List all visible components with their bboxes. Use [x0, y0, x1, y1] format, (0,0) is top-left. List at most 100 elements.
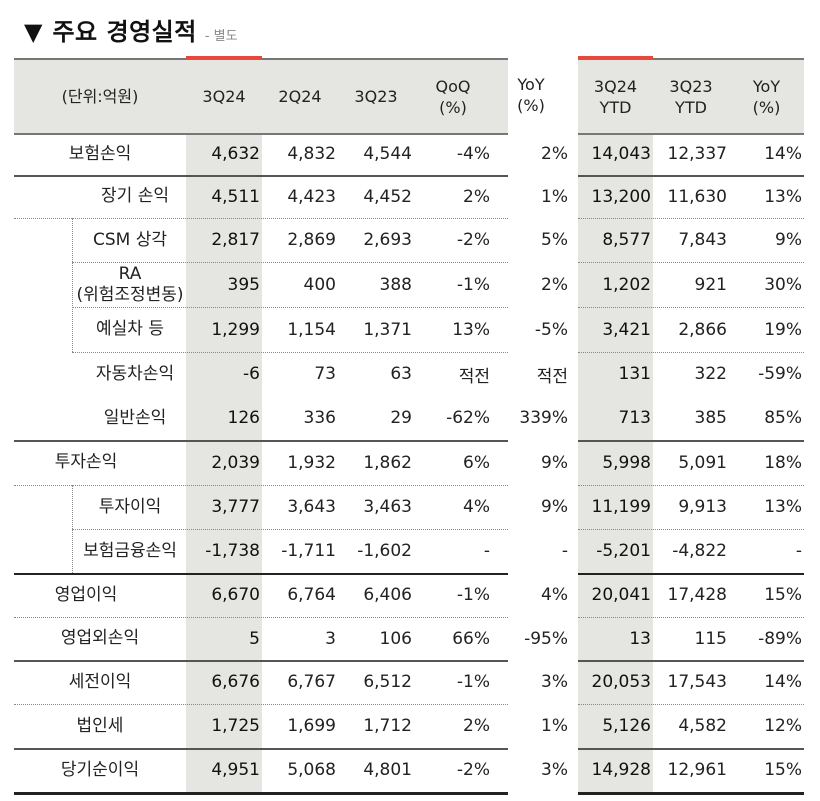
value-cell: 85% [764, 408, 802, 428]
row-label: 영업외손익 [60, 628, 140, 648]
table-row [578, 660, 804, 705]
value-cell: 9,913 [678, 497, 727, 517]
table-row [578, 617, 804, 662]
value-cell: 3% [541, 672, 568, 692]
table-row [72, 218, 508, 263]
table-row [72, 307, 508, 353]
value-3q24-ytd: 13 [629, 628, 651, 649]
value-cell: 12,337 [667, 144, 727, 164]
table-row [578, 748, 804, 795]
value-cell: 17,543 [667, 672, 727, 692]
value-cell: 4,423 [287, 186, 336, 207]
value-cell: 4,582 [678, 716, 727, 736]
value-cell: 19% [764, 319, 802, 340]
accent-bar [186, 56, 262, 59]
value-3q24-ytd: 1,202 [602, 274, 651, 295]
value-cell: -1,711 [281, 541, 336, 561]
value-3q24: 4,632 [211, 144, 260, 164]
value-cell: 13% [764, 497, 802, 517]
table-row [14, 133, 508, 177]
value-cell: 7,843 [678, 230, 727, 250]
value-cell: 339% [519, 408, 568, 428]
value-cell: -4,822 [672, 541, 727, 561]
value-cell: 6,512 [363, 672, 412, 692]
value-cell: 921 [694, 274, 727, 295]
value-cell: - [483, 541, 490, 561]
value-cell: 9% [775, 230, 802, 250]
value-3q24: 2,039 [211, 452, 260, 473]
value-3q24: 4,511 [211, 186, 260, 207]
value-cell: 1,699 [287, 716, 336, 736]
row-label: CSM 상각 [92, 229, 167, 250]
value-3q24: -6 [243, 364, 260, 384]
value-3q24-ytd: 13,200 [591, 186, 651, 207]
value-3q24: 4,951 [211, 760, 260, 780]
value-cell: 13% [452, 319, 490, 340]
value-cell: 115 [694, 628, 727, 649]
col-header: YoY (%) [752, 76, 781, 117]
value-cell: -1,602 [357, 541, 412, 561]
value-cell: 18% [764, 452, 802, 473]
row-label: 영업이익 [54, 584, 118, 605]
table-row [14, 704, 508, 750]
table-row [578, 529, 804, 575]
accent-bar [578, 56, 653, 59]
table-row [578, 485, 804, 530]
value-3q24: 5 [249, 628, 260, 649]
value-cell: 1% [541, 186, 568, 207]
value-cell: 6% [463, 452, 490, 473]
highlight-column-3q24 [186, 58, 262, 795]
highlight-column-3q24-ytd [578, 58, 653, 795]
value-3q24-ytd: 5,998 [602, 452, 651, 473]
table-row [578, 396, 804, 442]
value-cell: 66% [452, 628, 490, 649]
value-cell: 400 [303, 274, 336, 295]
value-cell: 9% [541, 497, 568, 517]
value-cell: 1% [541, 716, 568, 736]
table-row [72, 262, 508, 308]
unit-label: (단위:억원) [61, 87, 139, 106]
value-cell: 3,643 [287, 497, 336, 517]
value-cell: 14% [764, 144, 802, 164]
row-label: 당기순이익 [60, 759, 140, 780]
value-3q24-ytd: -5,201 [596, 541, 651, 561]
row-label: 보험손익 [68, 143, 132, 164]
table-row [14, 175, 508, 219]
value-cell: 2% [541, 274, 568, 295]
value-cell: 적전 [536, 366, 568, 387]
col-header: 3Q23 YTD [669, 76, 713, 117]
page-title: 주요 경영실적 [52, 18, 197, 46]
value-3q24: 2,817 [211, 230, 260, 250]
value-cell: 106 [379, 628, 412, 649]
row-label: RA (위험조정변동) [76, 263, 184, 305]
value-3q24-ytd: 8,577 [602, 230, 651, 250]
value-cell: - [561, 541, 568, 561]
value-cell: 4,452 [363, 186, 412, 207]
table-row [578, 175, 804, 219]
value-cell: 2% [463, 716, 490, 736]
row-label: 자동차손익 [95, 363, 175, 384]
group-bracket [72, 218, 73, 352]
value-3q24-ytd: 20,053 [591, 672, 651, 692]
col-header: QoQ (%) [435, 76, 471, 117]
value-cell: 9% [541, 452, 568, 473]
value-cell: 13% [764, 186, 802, 207]
value-cell: -89% [758, 628, 802, 649]
row-label: 장기 손익 [101, 186, 169, 206]
value-cell: -59% [758, 364, 802, 384]
value-cell: 2% [463, 186, 490, 207]
value-cell: 6,767 [287, 672, 336, 692]
value-cell: 3 [325, 628, 336, 649]
table-row [578, 262, 804, 308]
value-3q24: 6,670 [211, 585, 260, 605]
value-3q24-ytd: 131 [618, 364, 651, 384]
value-cell: 388 [379, 274, 412, 295]
value-cell: 4% [541, 585, 568, 605]
value-3q24-ytd: 11,199 [591, 497, 651, 517]
value-3q24-ytd: 14,928 [591, 760, 651, 780]
table-row [578, 573, 804, 618]
col-header: 2Q24 [278, 87, 322, 106]
value-cell: 30% [764, 274, 802, 295]
table-row [578, 440, 804, 486]
table-row [578, 218, 804, 263]
